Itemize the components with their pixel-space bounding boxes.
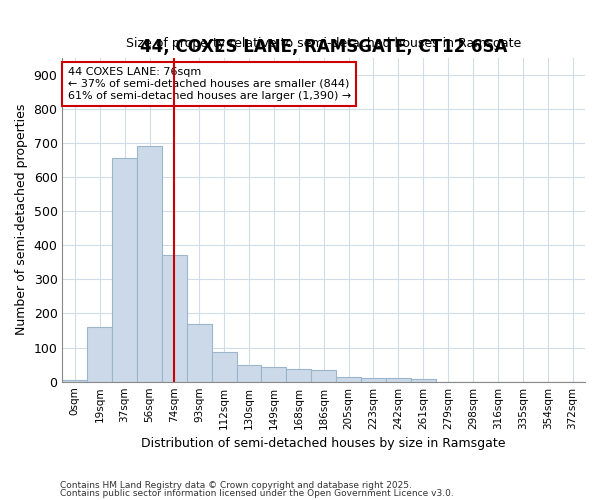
Bar [162,256,187,382]
Text: Contains public sector information licensed under the Open Government Licence v3: Contains public sector information licen… [60,489,454,498]
X-axis label: Distribution of semi-detached houses by size in Ramsgate: Distribution of semi-detached houses by … [142,437,506,450]
Bar [361,378,386,382]
Bar [112,158,137,382]
Bar [236,364,262,382]
Bar [88,327,112,382]
Y-axis label: Number of semi-detached properties: Number of semi-detached properties [15,104,28,336]
Bar [311,370,336,382]
Text: Contains HM Land Registry data © Crown copyright and database right 2025.: Contains HM Land Registry data © Crown c… [60,480,412,490]
Bar [212,352,236,382]
Bar [137,146,162,382]
Text: 44 COXES LANE: 76sqm
← 37% of semi-detached houses are smaller (844)
61% of semi: 44 COXES LANE: 76sqm ← 37% of semi-detac… [68,68,351,100]
Title: 44, COXES LANE, RAMSGATE, CT12 6SA: 44, COXES LANE, RAMSGATE, CT12 6SA [140,38,508,56]
Bar [411,379,436,382]
Bar [262,367,286,382]
Bar [386,378,411,382]
Bar [286,368,311,382]
Bar [336,377,361,382]
Bar [187,324,212,382]
Bar [62,380,88,382]
Text: Size of property relative to semi-detached houses in Ramsgate: Size of property relative to semi-detach… [126,36,521,50]
